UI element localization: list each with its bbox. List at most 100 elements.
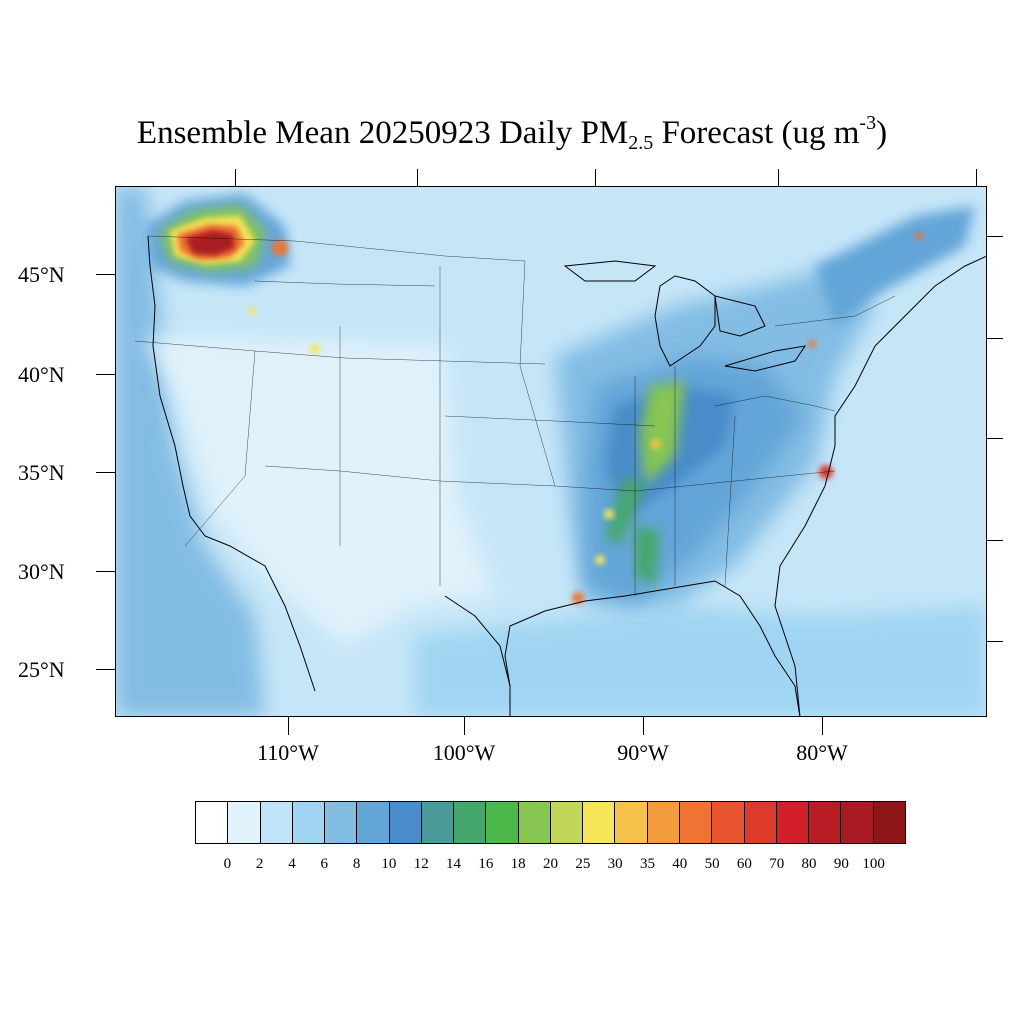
pennsylvania-hotspot	[808, 340, 816, 348]
colorbar-swatch	[486, 802, 519, 843]
lon-tick-90w	[643, 717, 644, 735]
georgia-line	[724, 415, 736, 587]
right-tick-1	[987, 236, 1003, 237]
colorbar-label: 16	[478, 856, 494, 872]
colorbar-label: 4	[288, 856, 296, 872]
pacific-haze	[115, 186, 265, 717]
title-text: Ensemble Mean 20250923 Daily PM	[136, 115, 629, 151]
colorbar-label: 20	[543, 856, 558, 872]
lat-label-25n: 25°N	[18, 657, 65, 682]
wyoming-fire	[310, 344, 320, 354]
atlantic-coastline	[774, 255, 987, 717]
lat-label-30n: 30°N	[18, 559, 65, 584]
colorbar-label: 50	[704, 856, 720, 872]
lat-tick-45n	[96, 274, 115, 275]
lon-tick-80w	[822, 717, 823, 735]
colorbar-swatch	[389, 802, 422, 843]
colorbar-swatch	[776, 802, 810, 843]
us-canada-border	[147, 235, 526, 262]
lat-tick-25n	[96, 669, 115, 670]
indiana-plume	[640, 381, 685, 486]
kentucky-hotspot	[651, 439, 661, 449]
colorbar-swatch	[679, 802, 713, 843]
colorbar-swatch	[454, 802, 487, 843]
colorbar-label: 70	[769, 856, 785, 872]
colorbar-label: 25	[575, 856, 591, 872]
colorbar-swatch	[260, 802, 293, 843]
colorbar-label: 30	[607, 856, 623, 872]
colorbar-label: 14	[446, 856, 462, 872]
louisiana-hotspot	[572, 592, 584, 604]
idaho-fire	[272, 240, 288, 256]
lon-label-80w: 80°W	[796, 740, 848, 765]
map-canvas	[115, 186, 987, 717]
right-tick-3	[987, 438, 1003, 439]
arkansas-hotspot	[604, 509, 614, 519]
top-tick-5	[976, 169, 977, 186]
lake-huron	[714, 295, 766, 337]
right-tick-4	[987, 540, 1003, 541]
colorbar-label: 0	[223, 856, 232, 872]
right-tick-2	[987, 338, 1003, 339]
colorbar-label: 60	[736, 856, 752, 872]
colorbar-swatch	[712, 802, 745, 843]
colorbar-label: 35	[639, 856, 655, 872]
title-suffix: )	[876, 115, 888, 151]
pacific-coastline	[147, 235, 316, 692]
oregon-fire	[248, 307, 256, 315]
colorbar-label: 12	[413, 856, 429, 872]
colorbar-label: 8	[352, 856, 361, 872]
colorbar-swatch	[292, 802, 326, 843]
top-tick-2	[417, 169, 418, 186]
border-36n	[554, 470, 836, 492]
new-york-line	[774, 295, 896, 327]
lat-label-35n: 35°N	[18, 460, 65, 485]
title-units-text: Forecast (ug m	[653, 115, 860, 151]
gulf-haze	[415, 606, 987, 717]
lon-label-90w: 90°W	[617, 740, 669, 765]
border-37n	[264, 465, 556, 487]
coastlines	[147, 235, 987, 717]
lake-superior	[563, 260, 657, 282]
colorbar-swatch	[744, 802, 777, 843]
colorbar-swatch	[228, 802, 261, 843]
gulf-coastline	[504, 580, 801, 717]
colorbar-swatch	[196, 802, 229, 843]
colorbar-swatch	[550, 802, 584, 843]
northeast-haze	[815, 206, 975, 326]
colorbar-swatch	[615, 802, 648, 843]
montana-border	[254, 280, 436, 287]
top-tick-1	[235, 169, 236, 186]
kansas-border	[444, 415, 656, 427]
colorbar-label: 2	[255, 856, 264, 872]
lon-label-110w: 110°W	[257, 740, 319, 765]
title-subscript: 2.5	[628, 132, 654, 154]
colorbar-swatch	[647, 802, 680, 843]
colorbar-swatch	[518, 802, 551, 843]
colorbar-swatch	[325, 802, 358, 843]
colorbar-label: 10	[381, 856, 397, 872]
pnw-smoke-core	[185, 230, 235, 256]
colorbar-swatch	[583, 802, 616, 843]
alabama-plume	[635, 526, 660, 586]
colorbar-swatch	[873, 802, 905, 843]
colorbar-swatch	[841, 802, 874, 843]
lake-michigan	[654, 275, 716, 367]
colorbar-label: 90	[833, 856, 849, 872]
lat-tick-30n	[96, 571, 115, 572]
colorbar-label: 100	[862, 856, 885, 872]
lon-label-100w: 100°W	[432, 740, 496, 765]
border-40n	[134, 340, 546, 365]
lat-tick-35n	[96, 472, 115, 473]
colorbar-label: 40	[672, 856, 688, 872]
lat-label-45n: 45°N	[18, 262, 65, 287]
colorbar	[195, 801, 906, 844]
plains-line	[519, 260, 556, 487]
colorbar-label: 18	[510, 856, 526, 872]
colorbar-swatch	[809, 802, 842, 843]
lake-erie	[724, 345, 807, 372]
lat-tick-40n	[96, 374, 115, 375]
colorbar-label: 80	[801, 856, 817, 872]
western-clean-air	[145, 336, 495, 646]
lon-tick-110w	[288, 717, 289, 735]
